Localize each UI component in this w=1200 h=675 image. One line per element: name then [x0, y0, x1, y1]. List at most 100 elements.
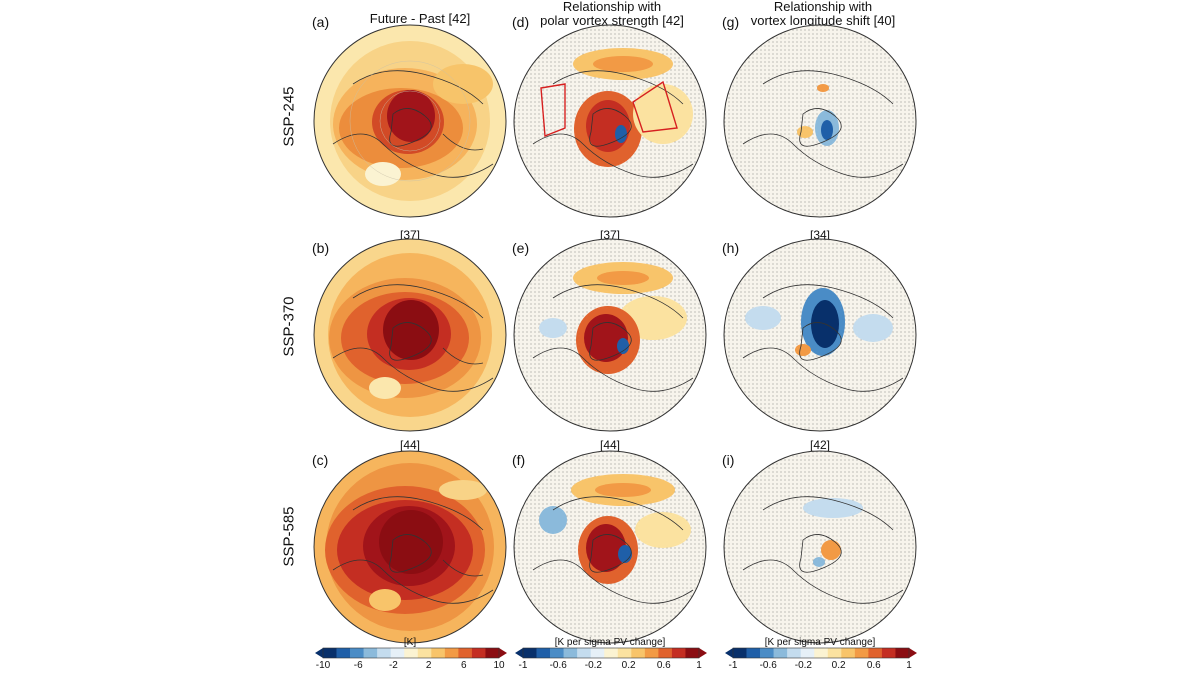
colorbar-tick-label: -0.6 [549, 660, 567, 671]
colorbar-segment [431, 648, 446, 658]
colorbar-segment [868, 648, 883, 658]
region-box-west [540, 83, 566, 138]
colorbar-unit-1: [K] [403, 637, 417, 648]
colorbar-1 [315, 647, 507, 659]
colorbar-segment [685, 648, 700, 658]
panel-count-c: [44] [399, 438, 420, 452]
colorbar-segment [814, 648, 829, 658]
colorbar-tick-label: 10 [493, 660, 505, 671]
column-title-line: polar vortex strength [42] [540, 13, 684, 28]
colorbar-segment [377, 648, 391, 658]
colorbar-segment [881, 648, 896, 658]
column-title-line: Future - Past [42] [369, 11, 471, 26]
colorbar-segment [617, 648, 632, 658]
panel-label-c: (c) [312, 452, 329, 468]
colorbar-segment [485, 648, 500, 658]
panel-count-b: [37] [399, 228, 420, 242]
panel-label-f: (f) [512, 452, 526, 468]
colorbar-segment [746, 648, 761, 658]
colorbar-arrow-high [909, 648, 917, 658]
panel-label-h: (h) [722, 240, 740, 256]
colorbar-arrow-high [499, 648, 507, 658]
panel-count-e: [37] [599, 228, 620, 242]
colorbar-tick-label: -2 [388, 660, 398, 671]
map-panel-d [513, 24, 707, 218]
colorbar-segment [390, 648, 405, 658]
colorbar-tick-label: -0.2 [584, 660, 602, 671]
colorbar-segment [895, 648, 910, 658]
colorbar-segment [590, 648, 605, 658]
colorbar-tick-label: -6 [353, 660, 363, 671]
colorbar-tick-label: -10 [315, 660, 331, 671]
column-title-vortex-strength: Relationship with polar vortex strength … [512, 0, 712, 28]
region-box-east [632, 80, 678, 133]
colorbar-tick-label: 0.6 [866, 660, 881, 671]
panel-label-g: (g) [722, 14, 740, 30]
colorbar-tick-label: 1 [696, 660, 702, 671]
map-panel-g [723, 24, 917, 218]
colorbar-segment [733, 648, 747, 658]
colorbar-segment [536, 648, 551, 658]
colorbar-segment [417, 648, 432, 658]
colorbar-segment [471, 648, 486, 658]
panel-label-e: (e) [512, 240, 530, 256]
colorbar-segment [800, 648, 815, 658]
column-title-longitude-shift: Relationship with vortex longitude shift… [723, 0, 923, 28]
colorbar-segment [671, 648, 686, 658]
colorbar-segment [458, 648, 473, 658]
column-title-line: vortex longitude shift [40] [750, 13, 896, 28]
colorbar-segment [563, 648, 578, 658]
panel-label-b: (b) [312, 240, 330, 256]
colorbar-segment [336, 648, 351, 658]
colorbar-unit-2: [K per sigma PV change] [554, 637, 666, 648]
colorbar-border [732, 647, 910, 659]
row-label-ssp370: SSP-370 [280, 296, 298, 357]
colorbar-tick-label: 1 [906, 660, 912, 671]
colorbar-border [322, 647, 500, 659]
colorbar-tick-label: 0.2 [831, 660, 846, 671]
map-panel-e [513, 238, 707, 432]
colorbar-segment [631, 648, 646, 658]
colorbar-segment [404, 648, 419, 658]
colorbar-tick-label: -1 [518, 660, 528, 671]
colorbar-segment [444, 648, 459, 658]
colorbar-arrow-low [315, 648, 323, 658]
colorbar-3 [725, 647, 917, 659]
colorbar-unit-3: [K per sigma PV change] [764, 637, 876, 648]
column-title-line: Relationship with [773, 0, 873, 14]
map-panel-h [723, 238, 917, 432]
panel-label-a: (a) [312, 14, 330, 30]
colorbar-tick-label: 2 [425, 660, 432, 671]
colorbar-tick-label: 6 [461, 660, 467, 671]
row-label-ssp585: SSP-585 [280, 506, 298, 567]
colorbar-arrow-low [725, 648, 733, 658]
colorbar-segment [350, 648, 364, 658]
colorbar-segment [827, 648, 842, 658]
panel-label-i: (i) [722, 452, 735, 468]
map-panel-i [723, 450, 917, 644]
colorbar-tick-label: -1 [728, 660, 738, 671]
colorbar-segment [363, 648, 378, 658]
panel-count-h: [34] [809, 228, 830, 242]
colorbar-border [522, 647, 700, 659]
map-panel-f [513, 450, 707, 644]
colorbar-segment [760, 648, 774, 658]
map-panel-c [313, 450, 507, 644]
colorbar-tick-label: -0.2 [794, 660, 812, 671]
colorbar-tick-label: 0.2 [621, 660, 636, 671]
colorbar-segment [787, 648, 801, 658]
colorbar-segment [841, 648, 856, 658]
panel-label-d: (d) [512, 14, 530, 30]
colorbar-segment [854, 648, 869, 658]
colorbar-tick-label: 0.6 [656, 660, 671, 671]
column-title-future-past: Future - Past [42] [320, 12, 520, 26]
panel-count-f: [44] [599, 438, 620, 452]
colorbar-segment [550, 648, 564, 658]
colorbar-arrow-low [515, 648, 523, 658]
colorbar-segment [773, 648, 788, 658]
colorbar-segment [644, 648, 659, 658]
colorbar-segment [523, 648, 537, 658]
colorbar-tick-label: -0.6 [759, 660, 777, 671]
colorbar-segment [658, 648, 673, 658]
